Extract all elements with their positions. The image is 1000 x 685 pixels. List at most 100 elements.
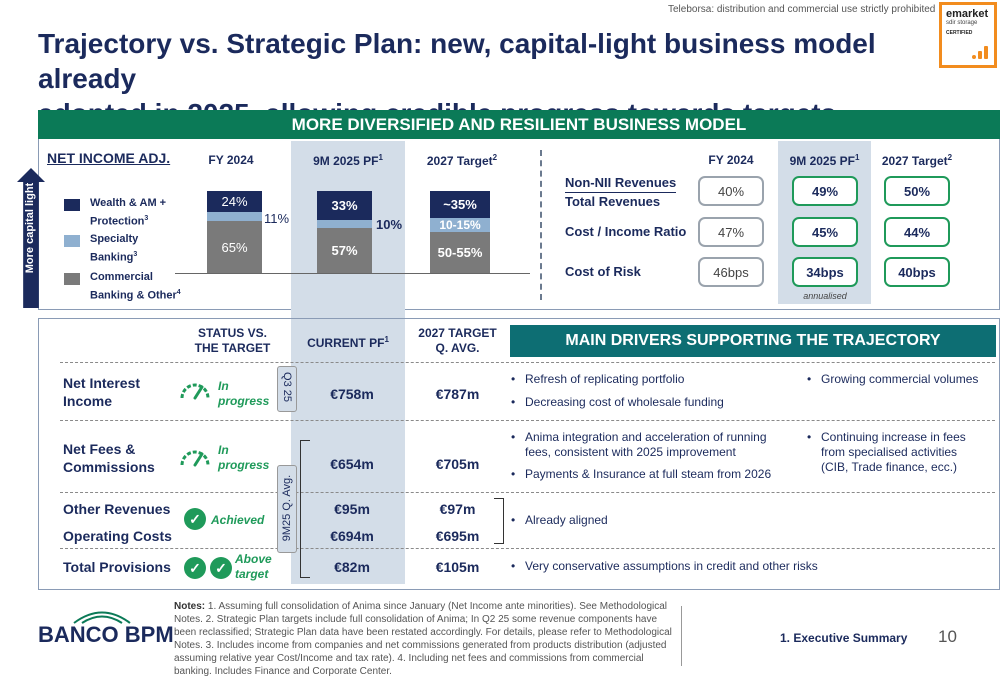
provisions-target: €105m	[435, 559, 480, 575]
status-other: Achieved	[211, 513, 265, 527]
row-label-fees-line1: Net Fees &	[63, 441, 136, 457]
emarket-certified-logo: emarket sdir storage CERTIFIED	[939, 2, 997, 68]
row-label-fees: Net Fees & Commissions	[63, 440, 155, 476]
chart-col-fy2024: FY 2024	[208, 153, 254, 167]
bar-2027-commercial: 50-55%	[430, 232, 490, 273]
chart-col-9m2025: 9M 2025 PF1	[296, 153, 400, 168]
kpi-cor-target: 40bps	[884, 257, 950, 287]
chart-col-9m2025-label: 9M 2025 PF	[313, 154, 379, 168]
driver-nii-1: Refresh of replicating portfolio	[511, 372, 795, 387]
status-fees-line2: progress	[218, 458, 270, 472]
page-number: 10	[938, 627, 957, 646]
check-icon: ✓	[184, 508, 206, 530]
legend-commercial: Commercial Banking & Other4	[90, 270, 190, 304]
kpi-label-cost-income: Cost / Income Ratio	[565, 224, 687, 239]
chart-col-9m2025-sup: 1	[378, 153, 383, 162]
kpi-col-9m2025-sup: 1	[854, 153, 860, 162]
kpi-label-nonnii-numerator: Non-NII Revenues	[565, 174, 677, 193]
kpi-nonnii-pf: 49%	[792, 176, 858, 206]
status-nii: In progress	[218, 379, 269, 409]
driver-provisions: Very conservative assumptions in credit …	[511, 559, 965, 574]
gauge-icon	[180, 383, 210, 400]
bank-logo: BANCO BPM	[38, 611, 174, 648]
q3-label: Q3 25	[281, 372, 293, 402]
kpi-cor-pf: 34bps	[792, 257, 858, 287]
bar-9m2025: 33% 57%	[317, 191, 372, 273]
emarket-bars-icon	[972, 46, 988, 59]
top-banner: MORE DIVERSIFIED AND RESILIENT BUSINESS …	[38, 110, 1000, 139]
bar-fy2024-commercial: 65%	[207, 221, 262, 273]
nii-target: €787m	[435, 386, 480, 402]
bank-logo-text: BANCO BPM	[38, 622, 174, 647]
chart-baseline	[175, 273, 530, 274]
kpi-col-2027: 2027 Target2	[877, 153, 957, 168]
check-icon: ✓	[184, 557, 206, 579]
row-separator	[60, 362, 995, 363]
provisions-current: €82m	[334, 559, 370, 575]
q3-tag	[277, 366, 297, 412]
bar-2027: ~35% 10-15% 50-55%	[430, 191, 490, 273]
aligned-bracket	[494, 498, 504, 544]
check-icon: ✓	[210, 557, 232, 579]
status-fees-line1: In	[218, 443, 229, 457]
row-label-other: Other Revenues	[63, 501, 171, 517]
kpi-ci-fy2024: 47%	[698, 217, 764, 247]
legend-swatch-commercial	[64, 273, 80, 285]
footer-divider	[681, 606, 682, 666]
status-nii-line1: In	[218, 379, 229, 393]
chart-col-2027-sup: 2	[492, 153, 498, 162]
target-header-line1: 2027 TARGET	[418, 326, 497, 340]
bar-fy2024-wealth: 24%	[207, 191, 262, 212]
legend-swatch-specialty	[64, 235, 80, 247]
drivers-banner: MAIN DRIVERS SUPPORTING THE TRAJECTORY	[510, 325, 996, 357]
target-header-line2: Q. AVG.	[435, 341, 480, 355]
legend-specialty-label: Specialty Banking	[90, 233, 139, 264]
opcosts-target: €695m	[435, 528, 480, 544]
fees-current: €654m	[330, 456, 374, 472]
target-header: 2027 TARGET Q. AVG.	[410, 326, 505, 356]
bar-fy2024: 24% 65%	[207, 191, 262, 273]
legend-commercial-label: Commercial Banking & Other	[90, 271, 177, 302]
status-header-line2: THE TARGET	[194, 341, 271, 355]
bar-2027-specialty: 10-15%	[430, 218, 490, 232]
row-separator	[60, 420, 995, 421]
section-label: 1. Executive Summary	[780, 631, 908, 645]
current-header: CURRENT PF1	[296, 335, 400, 350]
kpi-col-9m2025-label: 9M 2025 PF	[789, 154, 855, 168]
legend-specialty-sup: 3	[133, 251, 138, 258]
disclaimer: Teleborsa: distribution and commercial u…	[668, 4, 936, 15]
row-label-nii-line2: Income	[63, 393, 113, 409]
driver-nii-3: Growing commercial volumes	[807, 372, 981, 387]
kpi-col-2027-label: 2027 Target	[881, 154, 948, 168]
legend-swatch-wealth	[64, 199, 80, 211]
nii-current: €758m	[330, 386, 374, 402]
row-separator	[60, 492, 995, 493]
driver-other: Already aligned	[511, 513, 795, 528]
legend-wealth-sup: 3	[144, 215, 149, 222]
legend-wealth: Wealth & AM + Protection3	[90, 196, 180, 230]
bar-9m2025-wealth: 33%	[317, 191, 372, 220]
kpi-col-2027-sup: 2	[947, 153, 953, 162]
avg-label: 9M25 Q. Avg.	[281, 474, 293, 542]
current-header-sup: 1	[384, 335, 389, 344]
row-separator	[60, 548, 995, 549]
opcosts-current: €694m	[330, 528, 374, 544]
notes-text: 1. Assuming full consolidation of Anima …	[174, 601, 672, 677]
row-label-nii: Net Interest Income	[63, 374, 140, 410]
chart-col-2027-label: 2027 Target	[426, 154, 493, 168]
status-nii-line2: progress	[218, 394, 270, 408]
bar-9m2025-commercial: 57%	[317, 228, 372, 273]
other-target: €97m	[439, 501, 476, 517]
section-divider	[540, 150, 542, 300]
kpi-ci-pf: 45%	[792, 217, 858, 247]
legend-commercial-sup: 4	[176, 289, 181, 296]
bar-9m2025-specialty	[317, 220, 372, 228]
row-label-opcosts: Operating Costs	[63, 528, 172, 544]
driver-fees-1: Anima integration and acceleration of ru…	[511, 430, 795, 460]
bar-2027-wealth: ~35%	[430, 191, 490, 218]
annualised-note: annualised	[803, 291, 847, 301]
gauge-icon	[180, 450, 210, 467]
emarket-line2: sdir storage	[946, 20, 978, 26]
bar-fy2024-specialty	[207, 212, 262, 221]
avg-tag	[277, 465, 297, 553]
